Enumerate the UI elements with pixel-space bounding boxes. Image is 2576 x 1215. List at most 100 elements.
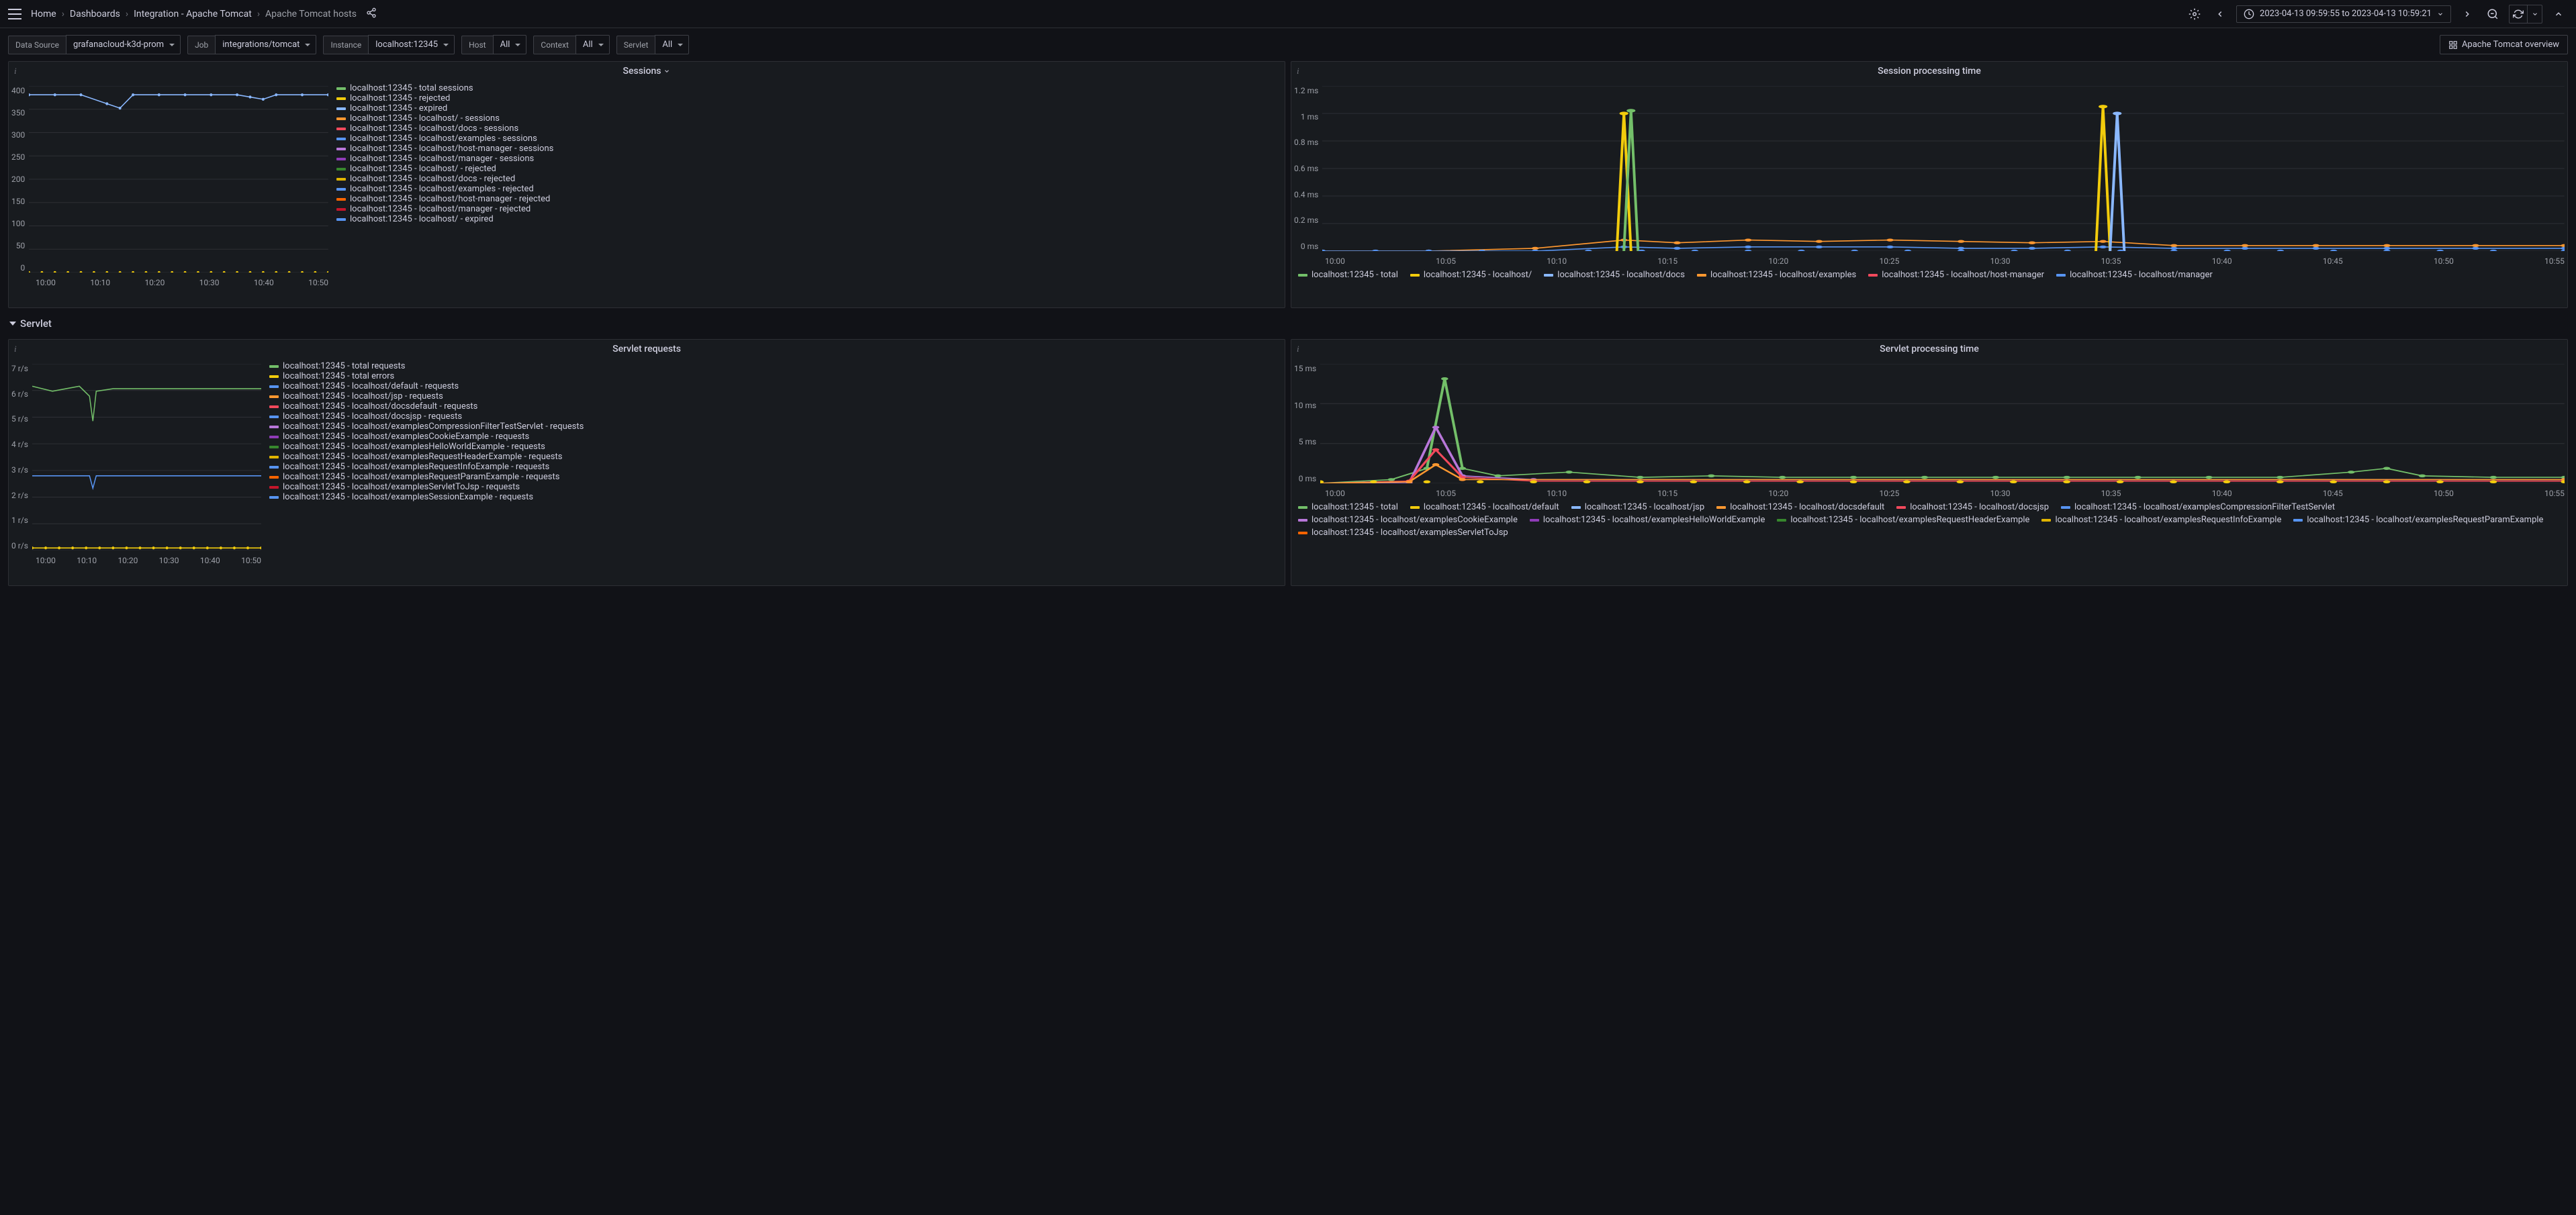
axis-label: 0.6 ms: [1294, 164, 1318, 173]
legend-item[interactable]: localhost:12345 - localhost/manager - se…: [336, 154, 1279, 164]
time-forward-icon[interactable]: [2458, 5, 2477, 23]
axis-label: 10:35: [2101, 489, 2121, 498]
legend-item[interactable]: localhost:12345 - localhost/examples: [1697, 270, 1856, 280]
legend-item[interactable]: localhost:12345 - localhost/examplesRequ…: [2293, 515, 2543, 525]
legend-item[interactable]: localhost:12345 - localhost/docsjsp: [1896, 502, 2049, 512]
refresh-group: [2509, 5, 2542, 23]
breadcrumb-folder[interactable]: Integration - Apache Tomcat: [134, 9, 252, 19]
legend-swatch: [1544, 274, 1553, 277]
legend-item[interactable]: localhost:12345 - localhost/default - re…: [269, 381, 1279, 391]
legend-item[interactable]: localhost:12345 - localhost/host-manager…: [336, 194, 1279, 204]
settings-icon[interactable]: [2185, 5, 2204, 23]
legend-item[interactable]: localhost:12345 - localhost/examplesComp…: [269, 422, 1279, 432]
legend-item[interactable]: localhost:12345 - localhost/ - rejected: [336, 164, 1279, 174]
legend-item[interactable]: localhost:12345 - rejected: [336, 93, 1279, 103]
var-select[interactable]: All: [576, 35, 610, 54]
legend-item[interactable]: localhost:12345 - localhost/docs - rejec…: [336, 174, 1279, 184]
zoom-out-icon[interactable]: [2483, 5, 2502, 23]
panel-title[interactable]: Sessions: [623, 66, 671, 77]
legend-item[interactable]: localhost:12345 - localhost/examplesHell…: [1530, 515, 1765, 525]
time-range-picker[interactable]: 2023-04-13 09:59:55 to 2023-04-13 10:59:…: [2236, 5, 2451, 23]
chart-plot[interactable]: [29, 86, 328, 273]
panel-header: i Session processing time: [1291, 62, 2567, 81]
breadcrumb-sep: ›: [126, 9, 128, 19]
chart-plot[interactable]: [32, 364, 261, 550]
legend-item[interactable]: localhost:12345 - localhost/examplesSess…: [269, 492, 1279, 502]
legend-item[interactable]: localhost:12345 - localhost/examplesHell…: [269, 442, 1279, 452]
legend-item[interactable]: localhost:12345 - localhost/examplesCook…: [1298, 515, 1518, 525]
legend-item[interactable]: localhost:12345 - localhost/docsdefault: [1716, 502, 1884, 512]
legend-item[interactable]: localhost:12345 - expired: [336, 103, 1279, 113]
legend-item[interactable]: localhost:12345 - localhost/examplesRequ…: [269, 452, 1279, 462]
panel-title[interactable]: Servlet requests: [612, 344, 681, 354]
refresh-interval-dropdown[interactable]: [2528, 5, 2542, 23]
legend-item[interactable]: localhost:12345 - localhost/jsp - reques…: [269, 391, 1279, 401]
time-back-icon[interactable]: [2211, 5, 2229, 23]
legend-item[interactable]: localhost:12345 - localhost/host-manager: [1868, 270, 2044, 280]
info-icon[interactable]: i: [1297, 66, 1299, 77]
legend-label: localhost:12345 - localhost/host-manager: [1882, 270, 2044, 280]
row-servlet[interactable]: Servlet: [8, 313, 2568, 334]
overview-link-button[interactable]: Apache Tomcat overview: [2440, 35, 2568, 54]
legend-item[interactable]: localhost:12345 - localhost/ - expired: [336, 214, 1279, 224]
legend-item[interactable]: localhost:12345 - localhost/examplesServ…: [269, 482, 1279, 492]
var-select[interactable]: integrations/tomcat: [215, 35, 316, 54]
legend-item[interactable]: localhost:12345 - localhost/examples - r…: [336, 184, 1279, 194]
legend-swatch: [1697, 274, 1706, 277]
panel-title[interactable]: Session processing time: [1878, 66, 1981, 77]
breadcrumb-dashboards[interactable]: Dashboards: [70, 9, 120, 19]
legend-item[interactable]: localhost:12345 - localhost/examplesRequ…: [269, 462, 1279, 472]
chart-plot[interactable]: [1320, 364, 2565, 483]
info-icon[interactable]: i: [14, 66, 17, 77]
chevron-down-icon: [9, 322, 16, 326]
legend-swatch: [336, 158, 346, 160]
var-select[interactable]: All: [655, 35, 689, 54]
legend-item[interactable]: localhost:12345 - localhost/docs - sessi…: [336, 124, 1279, 134]
legend-item[interactable]: localhost:12345 - localhost/: [1410, 270, 1532, 280]
legend-item[interactable]: localhost:12345 - localhost/manager: [2056, 270, 2213, 280]
legend-label: localhost:12345 - localhost/examplesRequ…: [283, 462, 549, 472]
info-icon[interactable]: i: [1297, 344, 1299, 354]
info-icon[interactable]: i: [14, 344, 17, 354]
breadcrumb-sep: ›: [257, 9, 260, 19]
var-select[interactable]: grafanacloud-k3d-prom: [66, 35, 181, 54]
legend-item[interactable]: localhost:12345 - total sessions: [336, 83, 1279, 93]
legend-item[interactable]: localhost:12345 - localhost/examples - s…: [336, 134, 1279, 144]
legend-item[interactable]: localhost:12345 - total errors: [269, 371, 1279, 381]
legend-item[interactable]: localhost:12345 - localhost/examplesRequ…: [269, 472, 1279, 482]
axis-label: 10:10: [77, 556, 97, 565]
legend-item[interactable]: localhost:12345 - localhost/docs: [1544, 270, 1685, 280]
breadcrumb-home[interactable]: Home: [31, 9, 56, 19]
legend-item[interactable]: localhost:12345 - localhost/manager - re…: [336, 204, 1279, 214]
refresh-icon[interactable]: [2509, 5, 2528, 23]
legend-item[interactable]: localhost:12345 - localhost/ - sessions: [336, 113, 1279, 124]
axis-label: 10:00: [36, 278, 56, 287]
legend-item[interactable]: localhost:12345 - total requests: [269, 361, 1279, 371]
panel-title[interactable]: Servlet processing time: [1880, 344, 1979, 354]
var-select[interactable]: localhost:12345: [368, 35, 455, 54]
legend-item[interactable]: localhost:12345 - localhost/docsjsp - re…: [269, 411, 1279, 422]
legend-item[interactable]: localhost:12345 - localhost/examplesComp…: [2061, 502, 2335, 512]
axis-label: 1 r/s: [11, 516, 28, 525]
axis-label: 10:45: [2323, 256, 2343, 266]
legend-item[interactable]: localhost:12345 - localhost/host-manager…: [336, 144, 1279, 154]
menu-icon[interactable]: [8, 9, 21, 19]
legend-item[interactable]: localhost:12345 - localhost/examplesServ…: [1298, 528, 1508, 538]
legend-label: localhost:12345 - localhost/examplesComp…: [2074, 502, 2335, 512]
share-icon[interactable]: [366, 7, 377, 21]
legend-item[interactable]: localhost:12345 - total: [1298, 270, 1398, 280]
axis-label: 10:10: [1547, 256, 1567, 266]
axis-label: 10:35: [2101, 256, 2121, 266]
legend-item[interactable]: localhost:12345 - localhost/examplesRequ…: [1777, 515, 2029, 525]
legend-item[interactable]: localhost:12345 - localhost/examplesRequ…: [2041, 515, 2281, 525]
panel-body: 15 ms10 ms5 ms0 ms 10:0010:0510:1010:151…: [1291, 358, 2567, 585]
legend-item[interactable]: localhost:12345 - localhost/examplesCook…: [269, 432, 1279, 442]
legend-item[interactable]: localhost:12345 - total: [1298, 502, 1398, 512]
legend-item[interactable]: localhost:12345 - localhost/jsp: [1571, 502, 1705, 512]
collapse-icon[interactable]: [2549, 5, 2568, 23]
legend-item[interactable]: localhost:12345 - localhost/default: [1410, 502, 1559, 512]
legend-label: localhost:12345 - localhost/jsp: [1585, 502, 1705, 512]
chart-plot[interactable]: [1322, 86, 2565, 251]
var-select[interactable]: All: [493, 35, 527, 54]
legend-item[interactable]: localhost:12345 - localhost/docsdefault …: [269, 401, 1279, 411]
